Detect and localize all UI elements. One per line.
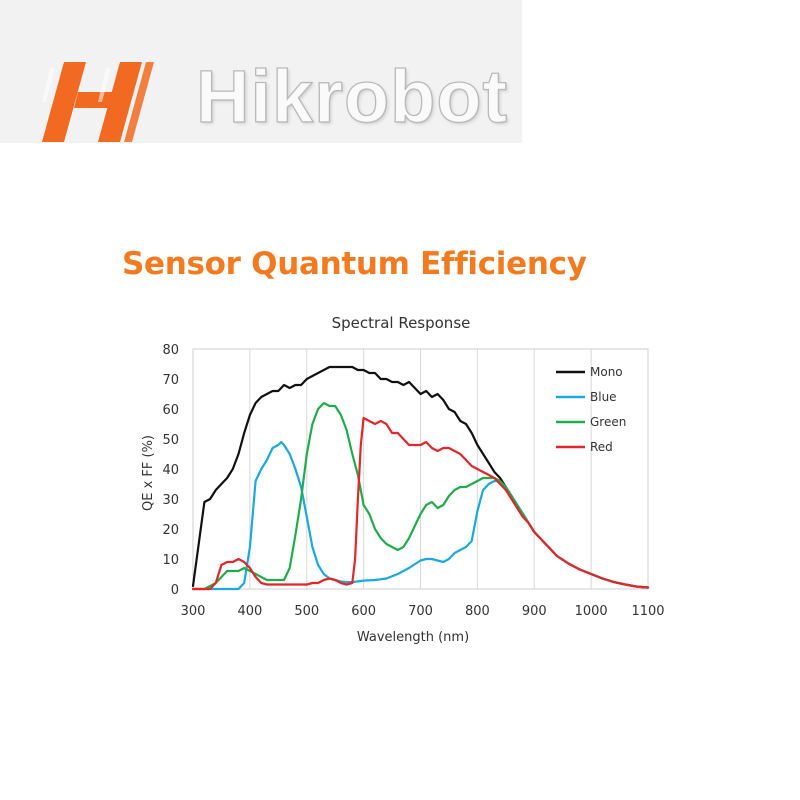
x-tick-label: 400: [237, 604, 262, 619]
series-line-red: [191, 416, 650, 591]
brand-name: Hikrobot: [195, 55, 509, 138]
y-tick-label: 30: [162, 493, 179, 508]
chart-title: Spectral Response: [332, 314, 471, 332]
page-headline: Sensor Quantum Efficiency: [122, 246, 587, 282]
y-tick-label: 10: [162, 553, 179, 568]
y-tick-label: 0: [171, 583, 179, 598]
y-tick-label: 40: [162, 463, 179, 478]
x-tick-label: 500: [294, 604, 319, 619]
legend-label-blue: Blue: [590, 390, 617, 404]
y-tick-label: 70: [162, 373, 179, 388]
x-tick-label: 700: [408, 604, 433, 619]
y-axis-label: QE x FF (%): [141, 435, 156, 511]
y-tick-label: 80: [162, 343, 179, 358]
brand-banner: [0, 0, 522, 143]
y-tick-label: 60: [162, 403, 179, 418]
hikrobot-logo-icon: [42, 62, 154, 142]
plot-frame: [192, 348, 649, 590]
x-tick-label: 900: [522, 604, 547, 619]
x-tick-label: 300: [181, 604, 206, 619]
x-tick-label: 1100: [631, 604, 664, 619]
x-tick-label: 600: [351, 604, 376, 619]
legend-label-red: Red: [590, 440, 613, 454]
x-axis-label: Wavelength (nm): [357, 630, 469, 645]
legend-label-green: Green: [590, 415, 626, 429]
axis-ticks: 300 400 500 600 700 800 900 1000 1100 0 10 20 30 40 50…: [162, 343, 664, 619]
y-tick-label: 50: [162, 433, 179, 448]
legend-label-mono: Mono: [590, 365, 623, 379]
series-lines: [191, 365, 650, 591]
x-tick-label: 1000: [575, 604, 608, 619]
legend: Mono Blue Green Red: [556, 365, 626, 454]
x-tick-label: 800: [465, 604, 490, 619]
y-tick-label: 20: [162, 523, 179, 538]
